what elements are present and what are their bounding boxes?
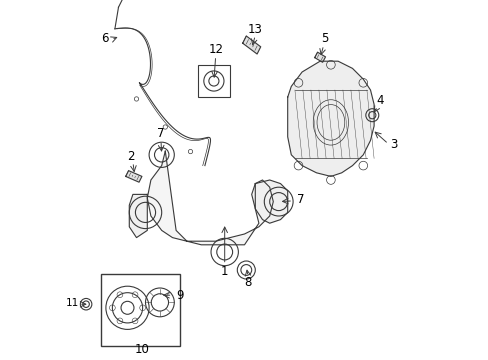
- Text: 5: 5: [320, 32, 327, 45]
- Text: 6: 6: [101, 32, 108, 45]
- Text: 3: 3: [389, 138, 397, 150]
- Polygon shape: [125, 171, 142, 182]
- Text: 12: 12: [208, 43, 223, 56]
- Polygon shape: [129, 194, 147, 238]
- Text: 4: 4: [376, 94, 384, 107]
- Text: 7: 7: [296, 193, 304, 206]
- Text: 2: 2: [127, 150, 135, 163]
- Text: 1: 1: [221, 265, 228, 278]
- Text: 8: 8: [244, 276, 251, 289]
- Text: 11: 11: [66, 298, 79, 309]
- Polygon shape: [287, 61, 373, 176]
- Text: 7: 7: [157, 127, 164, 140]
- Bar: [197, 65, 230, 97]
- Polygon shape: [255, 180, 287, 223]
- Text: 9: 9: [176, 289, 183, 302]
- Text: 10: 10: [134, 343, 149, 356]
- Text: 13: 13: [247, 23, 262, 36]
- Polygon shape: [147, 151, 273, 245]
- Bar: [101, 274, 179, 346]
- Polygon shape: [314, 52, 325, 62]
- Polygon shape: [242, 36, 260, 54]
